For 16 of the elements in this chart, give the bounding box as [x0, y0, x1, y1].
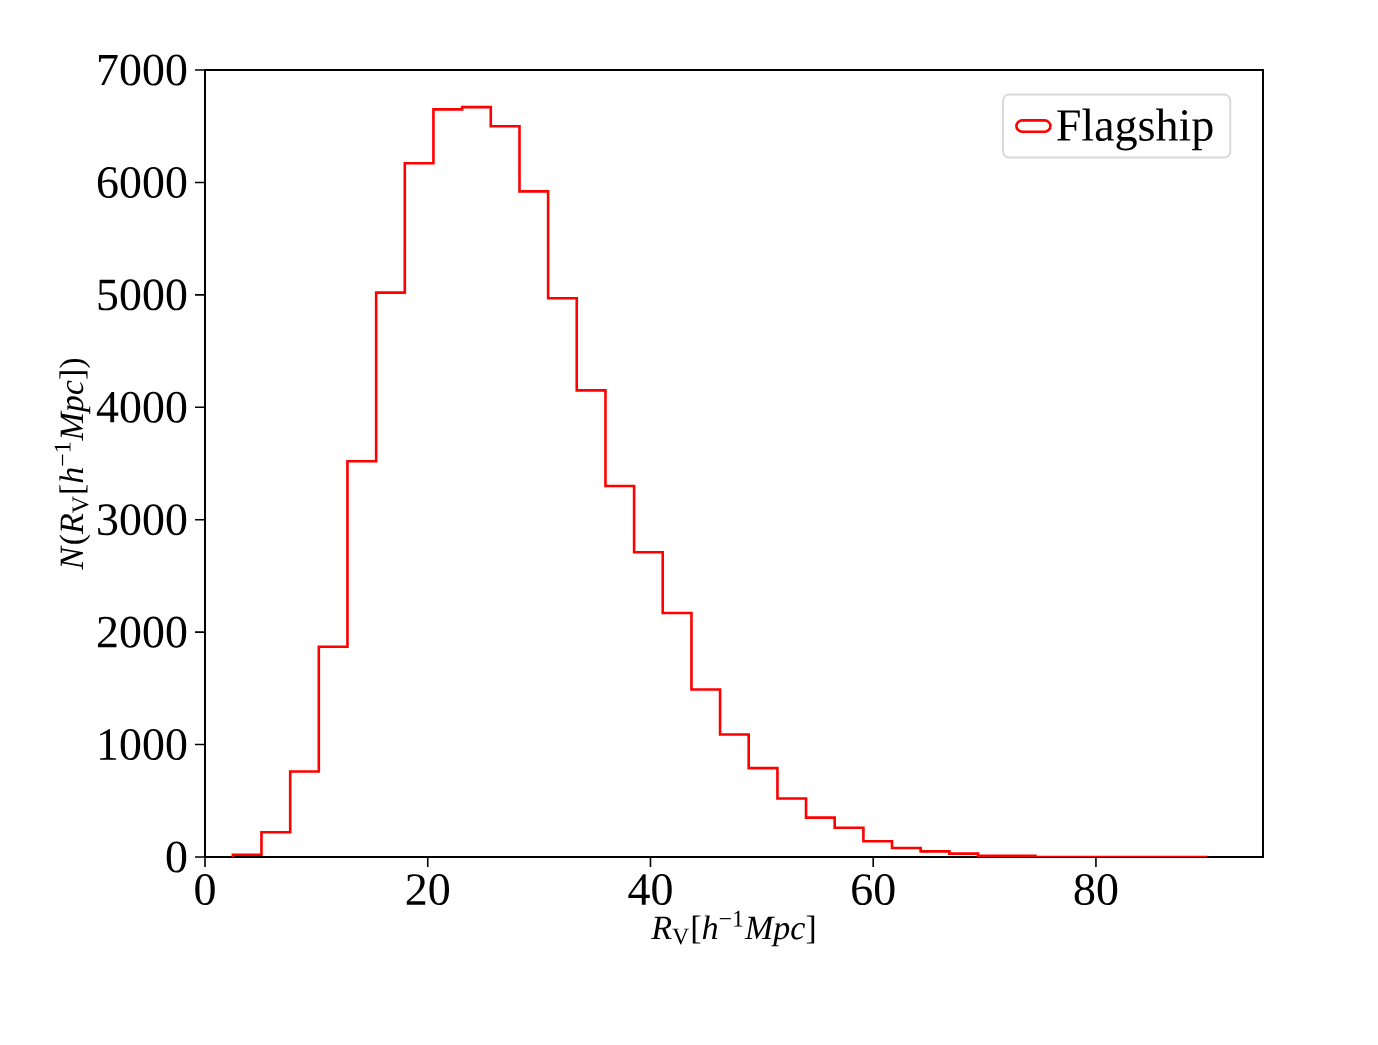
y-tick-label: 7000 — [98, 54, 187, 86]
x-tick-label: 40 — [628, 874, 672, 906]
y-tick-label: 4000 — [96, 391, 187, 423]
y-tick-label: 2000 — [97, 616, 187, 648]
x-axis-title: R$_{V}$[h$^{−1}$Mpc] — [651, 910, 815, 947]
y-tick-label: 1000 — [99, 729, 187, 761]
y-tick-label: 3000 — [98, 504, 187, 536]
x-tick-label: 20 — [406, 874, 450, 906]
y-tick-label: 0 — [166, 841, 187, 873]
y-tick-label: 6000 — [97, 166, 187, 198]
x-tick-label: 60 — [852, 874, 895, 906]
text: N(R$_{V}$[h$^{−1}$Mpc]) — [54, 358, 91, 570]
x-tick-label: 80 — [1074, 874, 1118, 906]
x-tick-label: 0 — [195, 874, 215, 906]
legend-label: Flagship — [1057, 108, 1213, 151]
y-tick-label: 5000 — [98, 279, 187, 311]
